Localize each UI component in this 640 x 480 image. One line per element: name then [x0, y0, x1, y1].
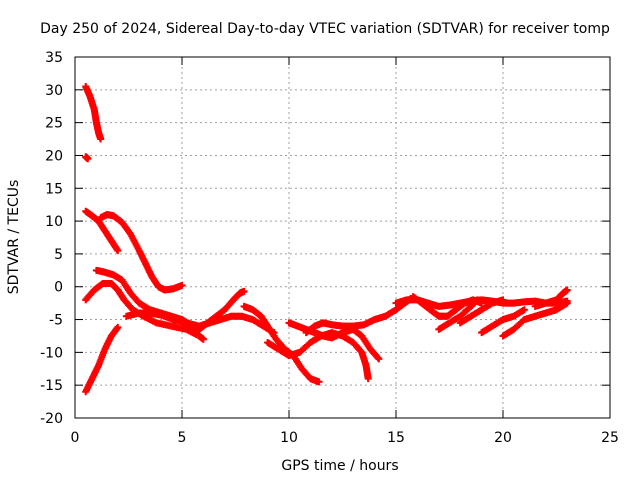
series-track-6	[82, 279, 207, 343]
x-tick-label: 10	[280, 430, 298, 446]
series-track-7	[82, 323, 122, 396]
grid	[75, 57, 610, 418]
y-tick-label: -15	[40, 378, 63, 394]
data-point	[97, 135, 105, 143]
series-track-16	[435, 296, 481, 333]
data-point	[563, 286, 571, 294]
series-track-2	[82, 153, 92, 163]
x-tick-label: 5	[178, 430, 187, 446]
data-marks	[82, 83, 571, 396]
series-track-10	[240, 302, 323, 386]
data-point	[114, 247, 122, 255]
y-tick-label: 25	[45, 116, 63, 132]
x-axis-label: GPS time / hours	[281, 458, 398, 474]
series-track-11	[264, 329, 372, 383]
data-point	[199, 335, 207, 343]
y-tick-label: 30	[45, 83, 63, 99]
series-track-18	[478, 306, 528, 337]
data-point	[364, 375, 372, 383]
series-track-19	[499, 299, 571, 340]
data-point	[374, 354, 382, 362]
y-tick-label: 5	[54, 247, 63, 263]
data-point	[84, 155, 92, 163]
plot-frame	[74, 56, 611, 419]
x-tick-label: 15	[387, 430, 405, 446]
axis-ticks: 0 5 10 15 20 25 -20 -15 -10 -5 0 5 10 15 20 25 30 35	[40, 50, 619, 446]
data-point	[520, 306, 528, 314]
data-point	[478, 299, 486, 307]
y-tick-label: 35	[45, 50, 63, 66]
x-tick-label: 0	[71, 430, 80, 446]
data-point	[563, 299, 571, 307]
x-tick-label: 25	[601, 430, 619, 446]
series-track-3	[82, 207, 122, 255]
y-tick-label: -5	[49, 313, 63, 329]
y-tick-label: 10	[45, 214, 63, 230]
data-point	[178, 281, 186, 289]
y-tick-label: -20	[40, 411, 63, 427]
series-track-15	[409, 293, 486, 320]
series-track-4	[97, 211, 186, 294]
y-axis-label: SDTVAR / TECUs	[6, 180, 22, 295]
data-point	[499, 296, 507, 304]
data-point	[473, 296, 481, 304]
y-tick-label: -10	[40, 345, 63, 361]
series-track-1	[82, 83, 105, 143]
y-tick-label: 15	[45, 181, 63, 197]
y-tick-label: 20	[45, 148, 63, 164]
series-track-20	[531, 286, 571, 310]
data-point	[375, 355, 383, 363]
y-tick-label: 0	[54, 280, 63, 296]
x-tick-label: 20	[494, 430, 512, 446]
data-point	[240, 287, 248, 295]
series-track-17	[456, 296, 507, 327]
data-point	[114, 323, 122, 331]
chart-title: Day 250 of 2024, Sidereal Day-to-day VTE…	[40, 21, 610, 37]
series-track-9	[182, 287, 248, 333]
data-point	[315, 378, 323, 386]
